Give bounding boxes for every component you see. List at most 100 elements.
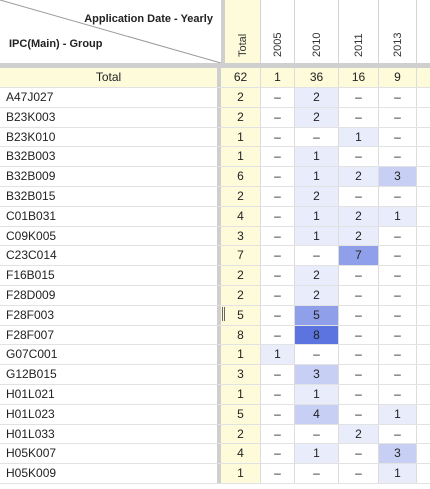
data-cell[interactable]: 1 xyxy=(295,444,339,464)
data-cell[interactable]: 2 xyxy=(295,186,339,206)
data-cell[interactable]: 3 xyxy=(295,365,339,384)
row-header[interactable]: H01L023 xyxy=(0,404,221,424)
data-cell[interactable]: – xyxy=(261,246,295,266)
data-cell[interactable]: – xyxy=(379,345,417,365)
data-cell[interactable]: – xyxy=(379,186,417,206)
data-cell[interactable]: – xyxy=(261,384,295,404)
data-cell[interactable]: – xyxy=(261,305,295,325)
data-cell[interactable]: – xyxy=(339,305,379,325)
data-cell[interactable]: – xyxy=(379,266,417,285)
total-cell[interactable]: 62 xyxy=(221,68,261,87)
data-cell[interactable]: – xyxy=(261,464,295,483)
data-cell[interactable]: 1 xyxy=(295,147,339,167)
data-cell[interactable]: – xyxy=(261,88,295,107)
data-cell[interactable]: – xyxy=(379,246,417,266)
data-cell[interactable]: 2 xyxy=(339,226,379,246)
data-cell[interactable]: – xyxy=(339,444,379,464)
row-total-cell[interactable]: 2 xyxy=(221,285,261,305)
row-header[interactable]: F28F007 xyxy=(0,325,221,345)
data-cell[interactable]: 3 xyxy=(379,167,417,186)
row-header[interactable]: H05K009 xyxy=(0,464,221,483)
data-cell[interactable]: – xyxy=(295,464,339,483)
row-header[interactable]: G12B015 xyxy=(0,365,221,384)
row-total-cell[interactable]: 1 xyxy=(221,147,261,167)
row-total-cell[interactable]: 2 xyxy=(221,186,261,206)
row-total-cell[interactable]: 2 xyxy=(221,107,261,127)
data-cell[interactable]: 2 xyxy=(339,424,379,444)
data-cell[interactable]: – xyxy=(261,266,295,285)
data-cell[interactable]: 2 xyxy=(295,285,339,305)
data-cell[interactable]: 7 xyxy=(339,246,379,266)
data-cell[interactable]: 1 xyxy=(295,206,339,226)
row-header[interactable]: B32B009 xyxy=(0,167,221,186)
data-cell[interactable]: 8 xyxy=(295,325,339,345)
data-cell[interactable]: – xyxy=(261,404,295,424)
data-cell[interactable]: 1 xyxy=(261,345,295,365)
data-cell[interactable]: 2 xyxy=(295,107,339,127)
row-total-cell[interactable]: 4 xyxy=(221,206,261,226)
row-header[interactable]: F28D009 xyxy=(0,285,221,305)
data-cell[interactable]: 2 xyxy=(339,167,379,186)
data-cell[interactable]: – xyxy=(261,107,295,127)
row-total-cell[interactable]: 3 xyxy=(221,365,261,384)
row-header[interactable]: B23K003 xyxy=(0,107,221,127)
column-header-2013[interactable]: 2013 xyxy=(379,0,417,63)
data-cell[interactable]: – xyxy=(379,305,417,325)
row-total-cell[interactable]: 5 xyxy=(221,305,261,325)
data-cell[interactable]: 1 xyxy=(295,226,339,246)
column-header-2010[interactable]: 2010 xyxy=(295,0,339,63)
data-cell[interactable]: – xyxy=(261,147,295,167)
data-cell[interactable]: 3 xyxy=(379,444,417,464)
total-cell[interactable]: 16 xyxy=(339,68,379,87)
data-cell[interactable]: – xyxy=(261,325,295,345)
row-dimension-label[interactable]: IPC(Main) - Group xyxy=(9,38,103,50)
row-header[interactable]: G07C001 xyxy=(0,345,221,365)
row-total-cell[interactable]: 4 xyxy=(221,444,261,464)
total-cell[interactable]: 1 xyxy=(261,68,295,87)
data-cell[interactable]: – xyxy=(339,345,379,365)
total-cell[interactable]: 36 xyxy=(295,68,339,87)
data-cell[interactable]: – xyxy=(379,226,417,246)
data-cell[interactable]: – xyxy=(261,167,295,186)
data-cell[interactable]: – xyxy=(339,147,379,167)
data-cell[interactable]: 2 xyxy=(295,266,339,285)
row-total-cell[interactable]: 1 xyxy=(221,384,261,404)
row-total-cell[interactable]: 1 xyxy=(221,127,261,147)
data-cell[interactable]: – xyxy=(339,325,379,345)
data-cell[interactable]: – xyxy=(379,285,417,305)
data-cell[interactable]: 5 xyxy=(295,305,339,325)
data-cell[interactable]: – xyxy=(339,266,379,285)
data-cell[interactable]: – xyxy=(339,464,379,483)
data-cell[interactable]: 1 xyxy=(379,404,417,424)
data-cell[interactable]: – xyxy=(379,88,417,107)
data-cell[interactable]: 1 xyxy=(295,384,339,404)
row-header[interactable]: C01B031 xyxy=(0,206,221,226)
column-dimension-label[interactable]: Application Date - Yearly xyxy=(84,13,213,25)
column-header-2011[interactable]: 2011 xyxy=(339,0,379,63)
data-cell[interactable]: 1 xyxy=(295,167,339,186)
column-resize-handle[interactable] xyxy=(221,306,225,322)
data-cell[interactable]: 1 xyxy=(339,127,379,147)
row-header[interactable]: B32B003 xyxy=(0,147,221,167)
row-header[interactable]: A47J027 xyxy=(0,88,221,107)
row-header[interactable]: F16B015 xyxy=(0,266,221,285)
row-total-cell[interactable]: 3 xyxy=(221,226,261,246)
column-header-total[interactable]: Total xyxy=(221,0,261,63)
data-cell[interactable]: – xyxy=(379,424,417,444)
data-cell[interactable]: – xyxy=(339,285,379,305)
data-cell[interactable]: – xyxy=(261,285,295,305)
data-cell[interactable]: – xyxy=(379,107,417,127)
data-cell[interactable]: – xyxy=(261,365,295,384)
data-cell[interactable]: 1 xyxy=(379,206,417,226)
row-total-cell[interactable]: 1 xyxy=(221,345,261,365)
data-cell[interactable]: – xyxy=(261,424,295,444)
data-cell[interactable]: – xyxy=(295,127,339,147)
data-cell[interactable]: – xyxy=(295,424,339,444)
row-total-cell[interactable]: 8 xyxy=(221,325,261,345)
row-total-cell[interactable]: 2 xyxy=(221,266,261,285)
row-header[interactable]: B32B015 xyxy=(0,186,221,206)
data-cell[interactable]: – xyxy=(295,345,339,365)
data-cell[interactable]: – xyxy=(379,147,417,167)
data-cell[interactable]: – xyxy=(339,88,379,107)
total-cell[interactable]: 9 xyxy=(379,68,417,87)
